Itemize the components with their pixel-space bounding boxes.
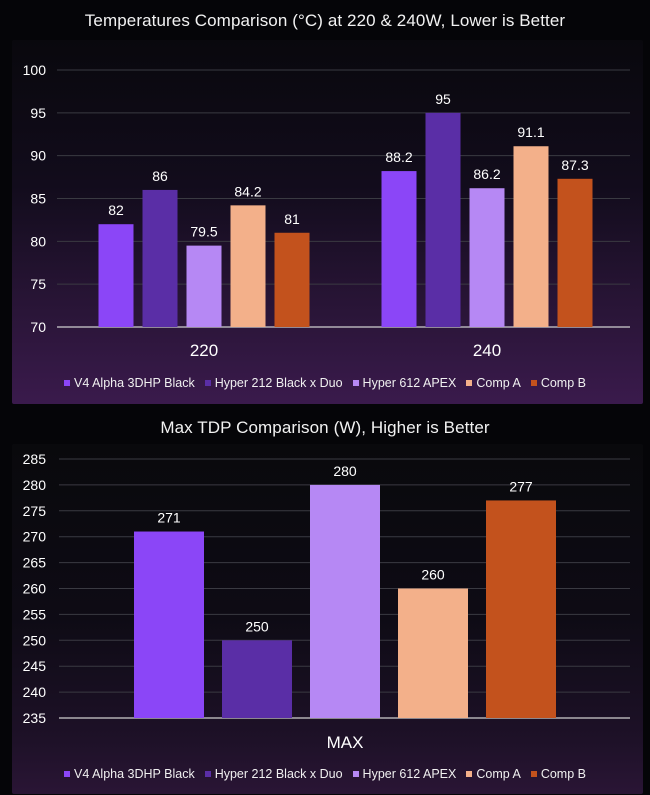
temperature-chart: 70 75 80 85 90 95 100 82 86 79.5 84.2 81 220 88.2 95 86… — [23, 62, 630, 360]
data-label: 82 — [108, 202, 124, 218]
temp-bar-hyper-612-apex — [186, 245, 222, 327]
legend-swatch — [352, 771, 359, 777]
legend-item: Comp A — [466, 376, 521, 390]
legend-label: Comp B — [540, 376, 586, 390]
y-tick-label: 275 — [23, 503, 47, 519]
legend-swatch — [466, 380, 473, 386]
legend-swatch — [530, 380, 537, 386]
tdp-bar-comp-b — [486, 500, 556, 718]
x-category-label: 220 — [190, 341, 218, 360]
y-tick-label: 265 — [23, 555, 47, 571]
legend-item: Hyper 212 Black x Duo — [204, 376, 343, 390]
temp-bar-comp-a — [513, 146, 549, 327]
temp-bar-hyper-212-black-x-duo — [425, 112, 461, 327]
legend-item: V4 Alpha 3DHP Black — [64, 767, 195, 781]
x-category-label: 240 — [473, 341, 501, 360]
tdp-chart-title: Max TDP Comparison (W), Higher is Better — [160, 418, 490, 437]
legend-swatch — [204, 771, 211, 777]
data-label: 81 — [284, 211, 300, 227]
temperature-chart-panel: 70 75 80 85 90 95 100 82 86 79.5 84.2 81 220 88.2 95 86… — [12, 40, 643, 404]
y-tick-label: 235 — [23, 710, 47, 726]
y-tick-label: 285 — [23, 451, 47, 467]
data-label: 271 — [157, 510, 181, 526]
legend-item: Comp A — [466, 767, 521, 781]
legend-label: Comp B — [540, 767, 586, 781]
y-tick-label: 240 — [23, 684, 47, 700]
y-tick-label: 75 — [30, 276, 46, 292]
legend-swatch — [204, 380, 211, 386]
legend-swatch — [352, 380, 359, 386]
tdp-bar-v4-alpha-3dhp-black — [134, 531, 204, 718]
y-tick-label: 245 — [23, 658, 47, 674]
data-label: 79.5 — [190, 224, 217, 240]
data-label: 84.2 — [234, 183, 261, 199]
legend-label: Comp A — [476, 767, 521, 781]
legend-item: Comp B — [530, 376, 586, 390]
legend-item: Hyper 212 Black x Duo — [204, 767, 343, 781]
tdp-bar-comp-a — [398, 588, 468, 718]
y-tick-label: 100 — [23, 62, 47, 78]
legend-swatch — [64, 380, 71, 386]
tdp-chart: 235 240 245 250 255 260 265 270 275 280 285 271 250 2… — [23, 451, 630, 752]
temp-bar-hyper-212-black-x-duo — [142, 189, 178, 327]
data-label: 86 — [152, 168, 168, 184]
data-label: 260 — [421, 567, 445, 583]
y-tick-label: 70 — [30, 319, 46, 335]
temp-bar-v4-alpha-3dhp-black — [98, 224, 134, 327]
legend-label: Hyper 212 Black x Duo — [214, 767, 343, 781]
y-tick-label: 255 — [23, 606, 47, 622]
tdp-bar-hyper-212-black-x-duo — [222, 640, 292, 718]
x-category-label: MAX — [327, 733, 364, 752]
legend-label: Hyper 212 Black x Duo — [214, 376, 343, 390]
y-tick-label: 250 — [23, 632, 47, 648]
data-label: 95 — [435, 91, 451, 107]
y-tick-label: 90 — [30, 148, 46, 164]
y-tick-label: 80 — [30, 233, 46, 249]
tdp-chart-panel: 235 240 245 250 255 260 265 270 275 280 285 271 250 2… — [12, 444, 643, 794]
y-tick-label: 85 — [30, 191, 46, 207]
data-label: 277 — [509, 478, 533, 494]
legend-swatch — [64, 771, 71, 777]
legend-item: Hyper 612 APEX — [352, 376, 457, 390]
legend-label: Comp A — [476, 376, 521, 390]
temp-bar-comp-b — [274, 232, 310, 327]
legend-swatch — [466, 771, 473, 777]
legend-item: Hyper 612 APEX — [352, 767, 457, 781]
legend-label: V4 Alpha 3DHP Black — [74, 767, 195, 781]
y-tick-label: 280 — [23, 477, 47, 493]
data-label: 280 — [333, 463, 357, 479]
data-label: 87.3 — [561, 157, 588, 173]
temp-bar-comp-a — [230, 205, 266, 327]
tdp-bar-hyper-612-apex — [310, 484, 380, 718]
temperature-chart-legend: V4 Alpha 3DHP Black Hyper 212 Black x Duo… — [0, 376, 650, 390]
legend-label: Hyper 612 APEX — [362, 376, 457, 390]
legend-swatch — [530, 771, 537, 777]
data-label: 250 — [245, 618, 269, 634]
y-tick-label: 95 — [30, 105, 46, 121]
temperature-chart-title: Temperatures Comparison (°C) at 220 & 24… — [84, 11, 566, 30]
y-tick-label: 270 — [23, 529, 47, 545]
temp-bar-v4-alpha-3dhp-black — [381, 171, 417, 327]
legend-label: Hyper 612 APEX — [362, 767, 457, 781]
legend-item: V4 Alpha 3DHP Black — [64, 376, 195, 390]
y-tick-label: 260 — [23, 581, 47, 597]
temp-bar-hyper-612-apex — [469, 188, 505, 327]
tdp-chart-legend: V4 Alpha 3DHP Black Hyper 212 Black x Duo… — [0, 767, 650, 781]
legend-item: Comp B — [530, 767, 586, 781]
temp-bar-comp-b — [557, 178, 593, 327]
legend-label: V4 Alpha 3DHP Black — [74, 376, 195, 390]
data-label: 86.2 — [473, 166, 500, 182]
data-label: 91.1 — [517, 124, 544, 140]
data-label: 88.2 — [385, 149, 412, 165]
